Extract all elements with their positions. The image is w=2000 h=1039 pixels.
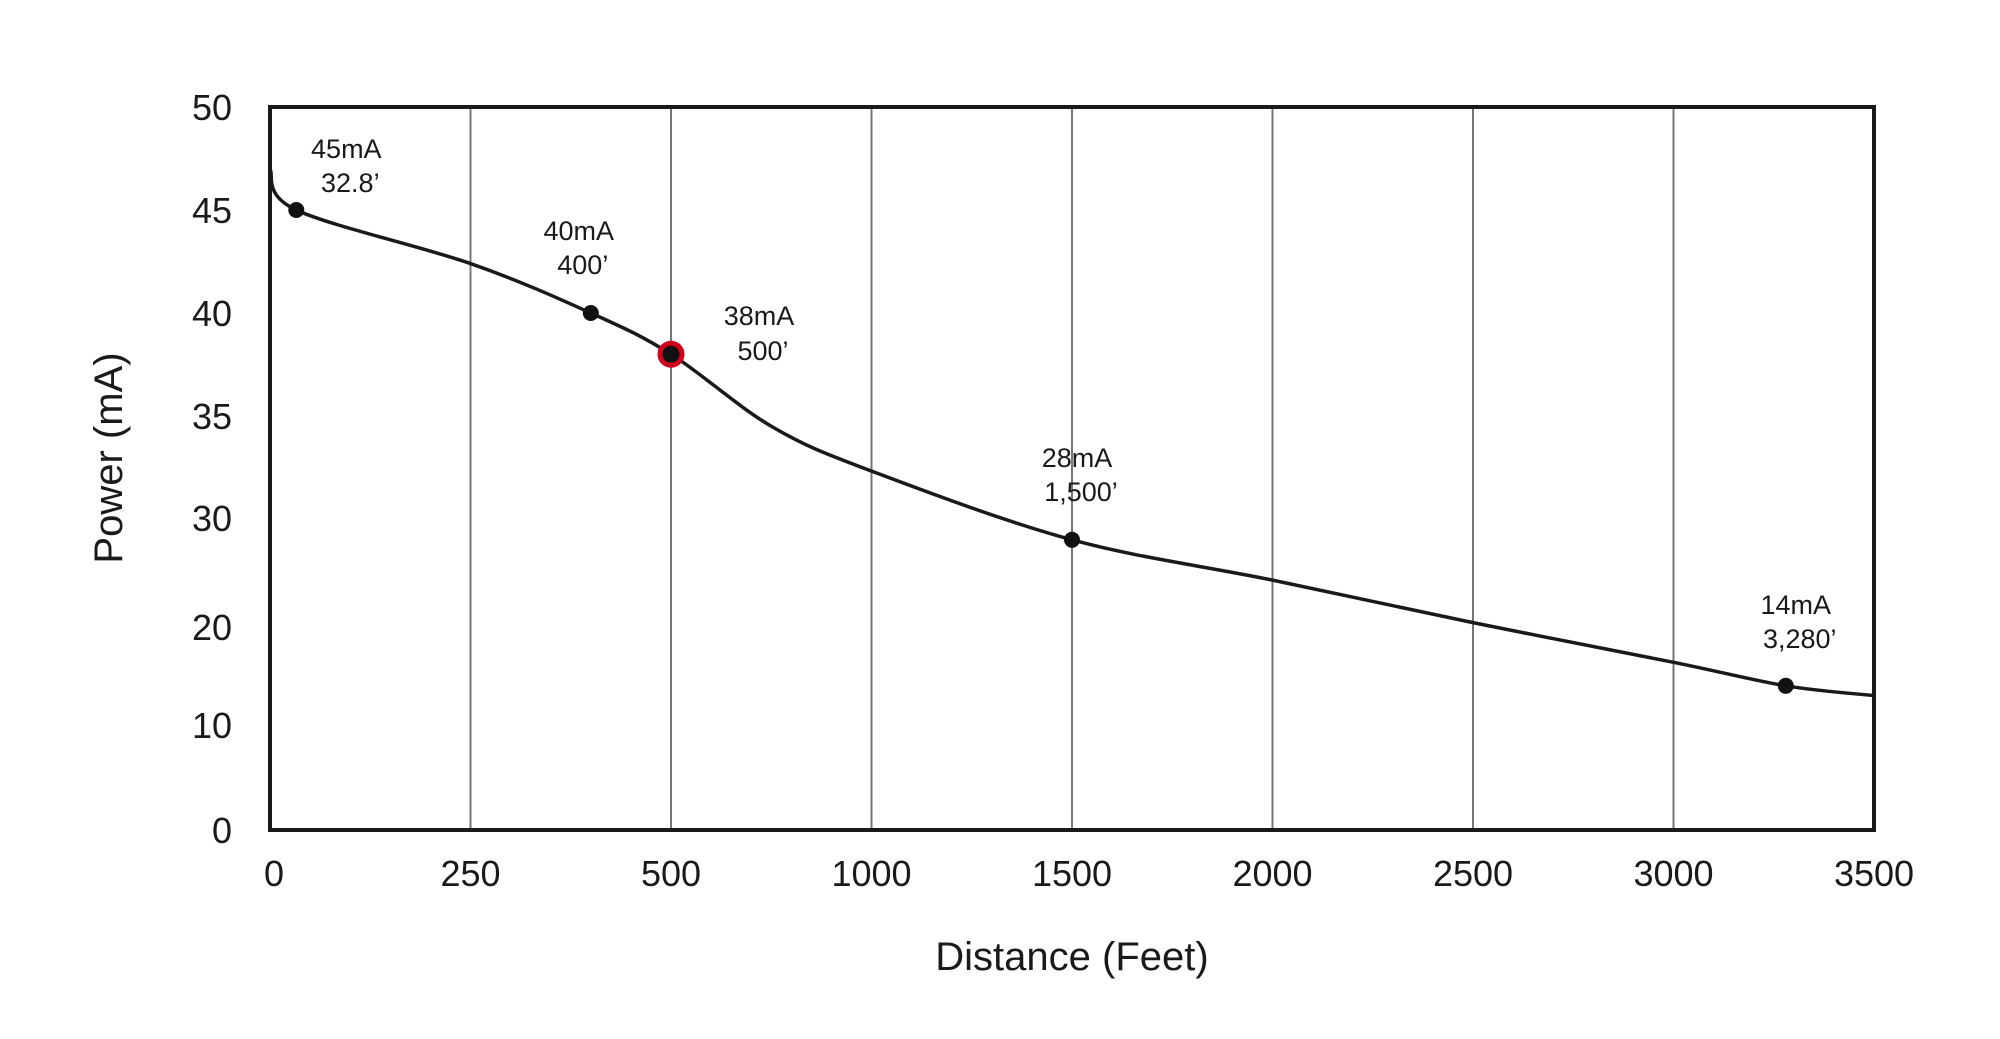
data-point: [288, 202, 305, 218]
plot-frame: [268, 105, 1876, 832]
x-tick-label: 500: [641, 853, 701, 894]
y-axis-title: Power (mA): [87, 352, 131, 563]
x-tick-label: 1500: [1032, 853, 1112, 894]
grid-lines: [469, 107, 1675, 830]
point-distance-label: 3,280’: [1763, 624, 1837, 654]
point-distance-label: 500’: [737, 336, 788, 366]
point-current-label: 45mA: [311, 134, 382, 164]
point-current-label: 40mA: [544, 216, 615, 246]
point-current-label: 14mA: [1761, 590, 1832, 620]
data-points: 45mA 32.8’ 40mA 400’ 38mA 500’ 28mA 1,500’ 14mA 3…: [288, 134, 1837, 694]
point-distance-label: 400’: [557, 250, 608, 280]
power-curve: [268, 167, 1875, 698]
y-tick-label: 45: [192, 190, 232, 231]
highlight-point: [657, 340, 685, 368]
point-distance-label: 1,500’: [1044, 477, 1118, 507]
x-axis-title: Distance (Feet): [935, 935, 1208, 979]
point-current-label: 28mA: [1042, 443, 1113, 473]
point-distance-label: 32.8’: [321, 168, 380, 198]
y-tick-label: 0: [212, 810, 232, 851]
x-axis-ticks: 0 250 500 1000 1500 2000 2500 3000 3500: [264, 853, 1914, 894]
x-tick-label: 2500: [1433, 853, 1513, 894]
y-tick-label: 35: [192, 396, 232, 437]
point-current-label: 38mA: [724, 301, 795, 331]
y-tick-label: 40: [192, 293, 232, 334]
y-tick-label: 20: [192, 607, 232, 648]
y-tick-label: 50: [192, 87, 232, 128]
data-point: [1777, 677, 1794, 694]
x-tick-label: 250: [440, 853, 500, 894]
y-tick-label: 30: [192, 498, 232, 539]
x-tick-label: 1000: [831, 853, 911, 894]
data-point: [1064, 531, 1080, 548]
y-axis-ticks: 50 45 40 35 30 20 10 0: [192, 87, 232, 851]
x-tick-label: 0: [264, 853, 284, 894]
x-tick-label: 3500: [1834, 853, 1914, 894]
x-tick-label: 3000: [1633, 853, 1713, 894]
x-tick-label: 2000: [1232, 853, 1312, 894]
data-point: [582, 305, 599, 321]
y-tick-label: 10: [192, 705, 232, 746]
